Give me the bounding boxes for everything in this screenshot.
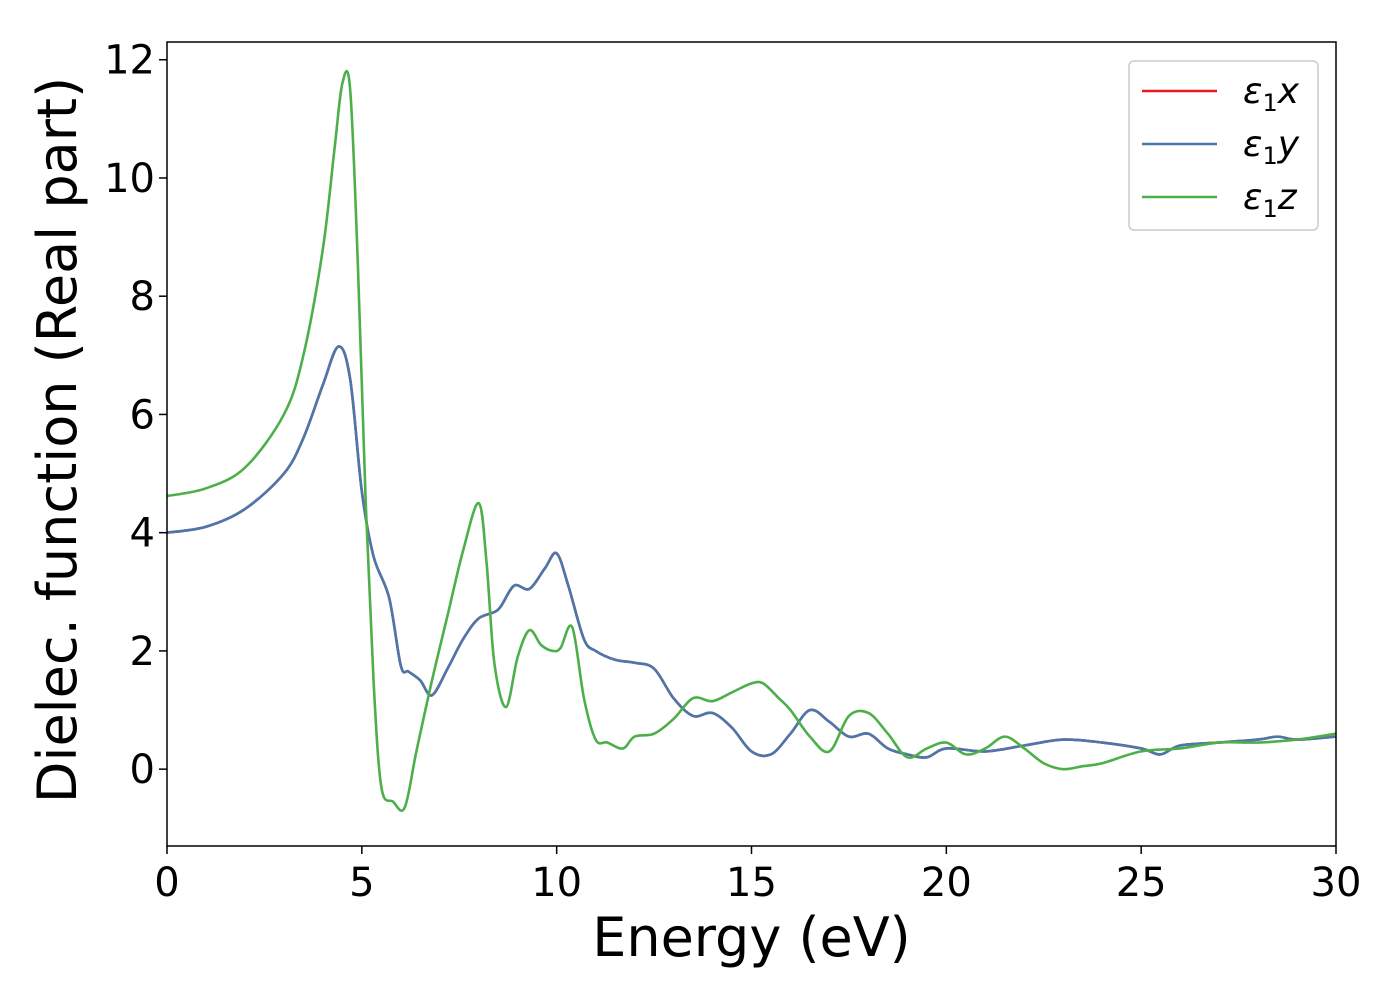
legend-label-1: ε1x — [1243, 71, 1300, 117]
y-tick-label: 6 — [130, 392, 155, 438]
y-tick-label: 0 — [130, 747, 155, 793]
y-tick-label: 4 — [130, 511, 155, 557]
series-line-1 — [167, 345, 1336, 759]
x-tick-label: 25 — [1116, 860, 1167, 906]
x-tick-label: 0 — [154, 860, 179, 906]
y-tick-label: 10 — [104, 156, 155, 202]
series-line-2 — [167, 345, 1336, 759]
legend: ε1x ε1y ε1z — [1128, 60, 1319, 231]
x-axis-label: Energy (eV) — [592, 906, 911, 969]
y-axis-ticks: 0 2 4 6 8 10 12 — [104, 38, 167, 793]
y-tick-label: 2 — [130, 629, 155, 675]
x-tick-label: 30 — [1311, 860, 1362, 906]
legend-label-3: ε1z — [1243, 177, 1298, 223]
series-line-3 — [167, 69, 1336, 812]
y-tick-label: 12 — [104, 38, 155, 84]
legend-label-2: ε1y — [1243, 124, 1300, 170]
series-layer — [167, 69, 1336, 812]
legend-box — [1128, 60, 1319, 231]
x-tick-label: 15 — [726, 860, 777, 906]
x-tick-label: 10 — [531, 860, 582, 906]
x-tick-label: 5 — [349, 860, 374, 906]
y-axis-label: Dielec. function (Real part) — [26, 77, 89, 803]
y-tick-label: 8 — [130, 274, 155, 320]
x-tick-label: 20 — [921, 860, 972, 906]
x-axis-ticks: 0 5 10 15 20 25 30 — [154, 846, 1361, 906]
